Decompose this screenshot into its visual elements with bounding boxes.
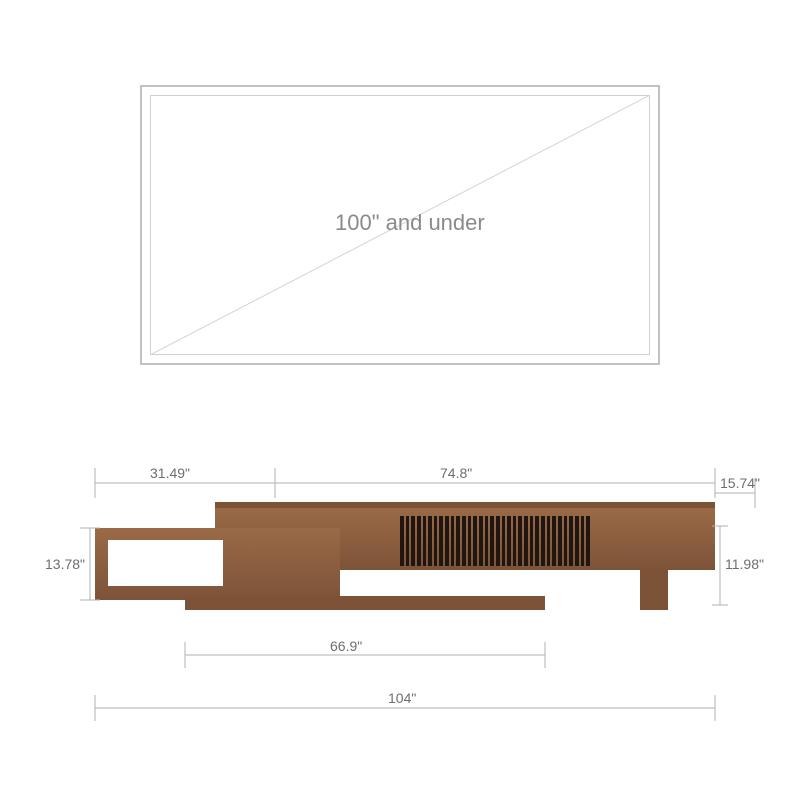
console-left-cutout — [108, 540, 223, 586]
dim-label-h_11_98: 11.98" — [725, 556, 764, 572]
dim-label-w_74_8: 74.8" — [440, 465, 472, 481]
console-top-lip — [215, 502, 715, 508]
dim-label-w_31_49: 31.49" — [150, 465, 190, 481]
console-right-leg — [640, 570, 668, 610]
console-slat-panel — [400, 516, 590, 566]
dim-label-w_104: 104" — [388, 690, 416, 706]
console-base-rail — [185, 596, 545, 610]
dim-label-h_13_78: 13.78" — [45, 556, 85, 572]
tv-size-label: 100" and under — [335, 210, 485, 236]
dim-label-w_66_9: 66.9" — [330, 638, 362, 654]
dim-label-d_15_74: 15.74" — [720, 475, 760, 491]
diagram-stage: 100" and under 31.49" 74.8" 15.74" 13.78" 11… — [0, 0, 800, 800]
